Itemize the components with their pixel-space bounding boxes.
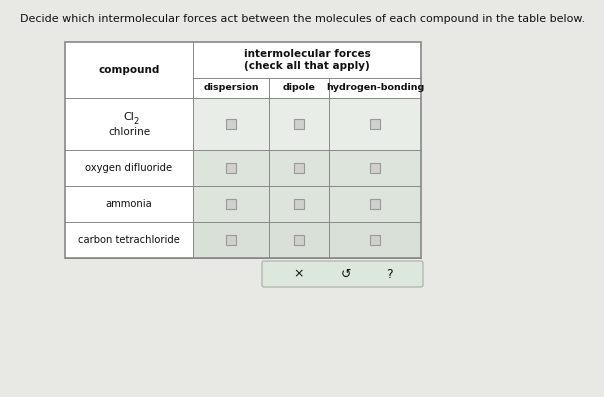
Text: intermolecular forces
(check all that apply): intermolecular forces (check all that ap… — [243, 49, 370, 71]
FancyBboxPatch shape — [226, 119, 236, 129]
Bar — [65, 222, 193, 258]
Bar — [65, 186, 193, 222]
FancyBboxPatch shape — [226, 199, 236, 209]
Text: ammonia: ammonia — [106, 199, 152, 209]
FancyBboxPatch shape — [262, 261, 423, 287]
FancyBboxPatch shape — [294, 199, 304, 209]
Bar — [65, 150, 193, 186]
FancyBboxPatch shape — [370, 235, 380, 245]
Text: dispersion: dispersion — [203, 83, 259, 93]
FancyBboxPatch shape — [294, 119, 304, 129]
FancyBboxPatch shape — [370, 163, 380, 173]
Text: dipole: dipole — [283, 83, 315, 93]
Bar — [193, 186, 421, 222]
Bar — [65, 98, 193, 150]
Text: Cl: Cl — [124, 112, 135, 122]
Bar — [193, 98, 421, 150]
Bar — [65, 42, 421, 258]
Text: Decide which intermolecular forces act between the molecules of each compound in: Decide which intermolecular forces act b… — [20, 14, 585, 24]
FancyBboxPatch shape — [226, 163, 236, 173]
Text: ×: × — [294, 268, 304, 281]
Bar — [193, 150, 421, 186]
Text: chlorine: chlorine — [108, 127, 150, 137]
Text: hydrogen-bonding: hydrogen-bonding — [326, 83, 424, 93]
FancyBboxPatch shape — [294, 163, 304, 173]
FancyBboxPatch shape — [370, 119, 380, 129]
FancyBboxPatch shape — [294, 235, 304, 245]
FancyBboxPatch shape — [370, 199, 380, 209]
Bar — [193, 222, 421, 258]
Text: ?: ? — [387, 268, 393, 281]
Text: carbon tetrachloride: carbon tetrachloride — [78, 235, 180, 245]
Text: 2: 2 — [133, 116, 139, 125]
FancyBboxPatch shape — [226, 235, 236, 245]
Text: oxygen difluoride: oxygen difluoride — [85, 163, 173, 173]
Text: compound: compound — [98, 65, 159, 75]
Bar — [65, 42, 421, 258]
Text: ↺: ↺ — [341, 268, 351, 281]
